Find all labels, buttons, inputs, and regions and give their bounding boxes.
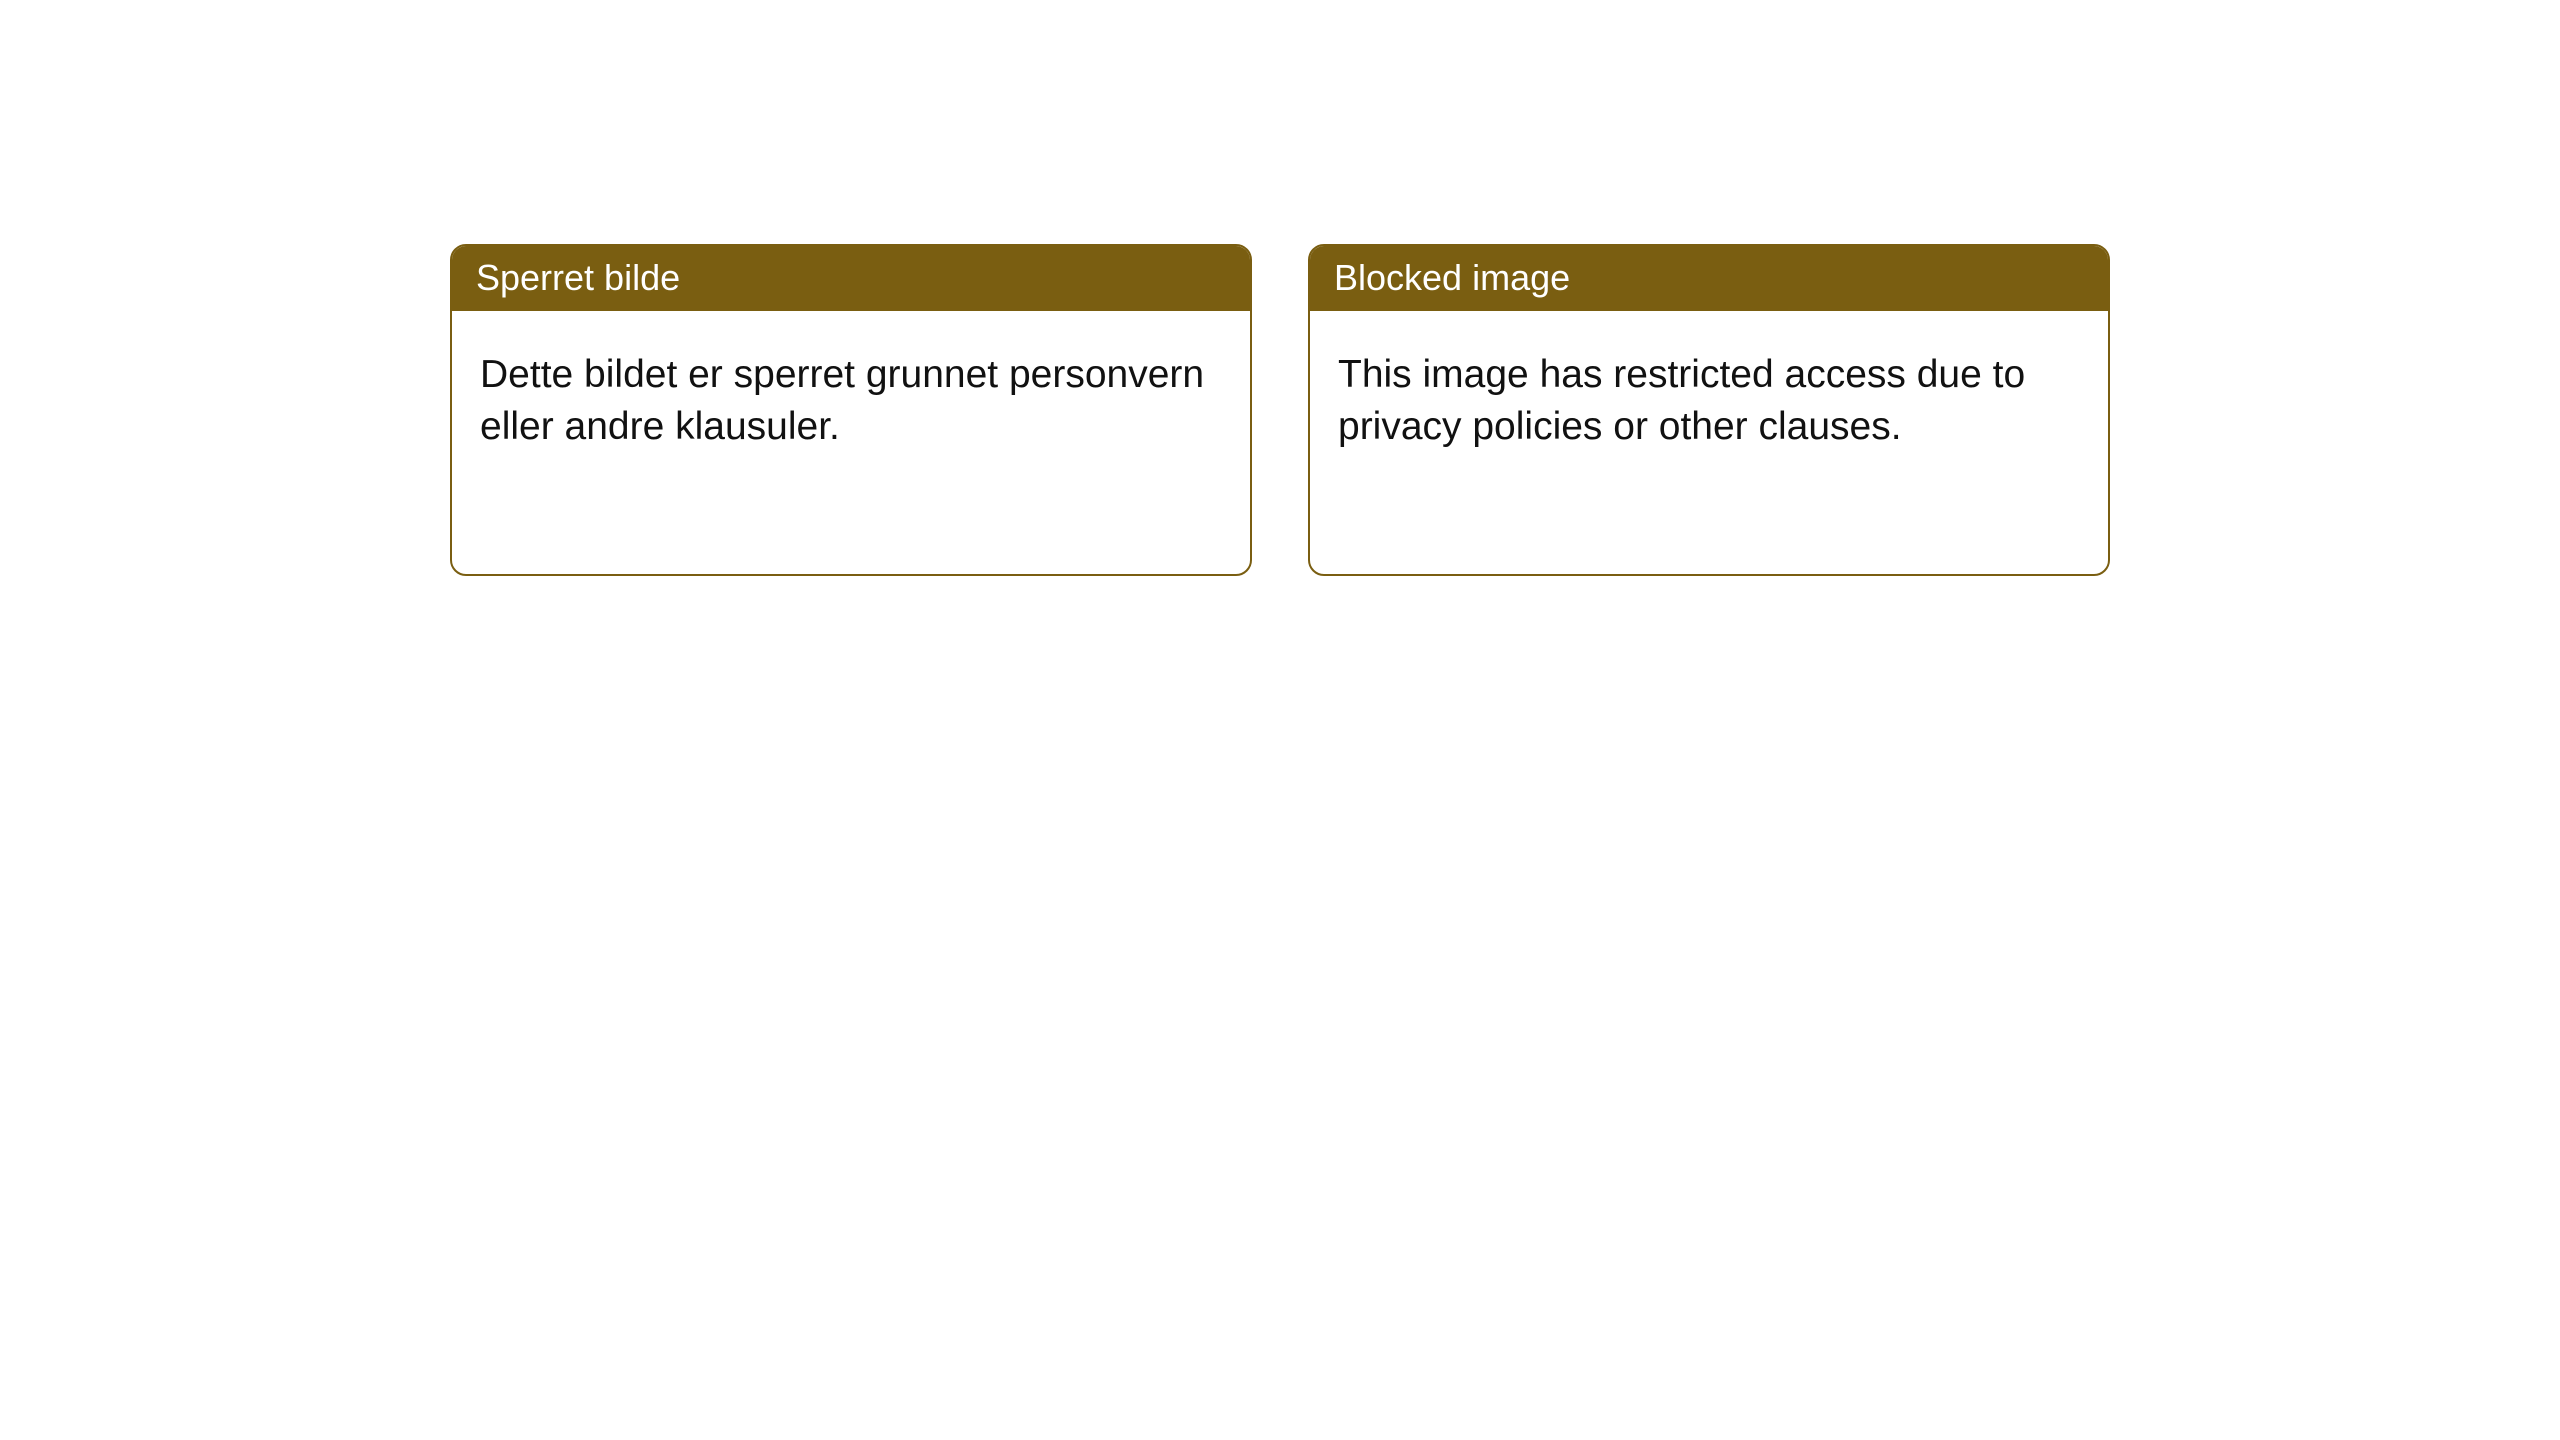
notice-card-no: Sperret bilde Dette bildet er sperret gr… [450, 244, 1252, 576]
notice-body-no: Dette bildet er sperret grunnet personve… [452, 311, 1250, 574]
notice-title-no: Sperret bilde [452, 246, 1250, 311]
notice-title-en: Blocked image [1310, 246, 2108, 311]
notice-container: Sperret bilde Dette bildet er sperret gr… [450, 244, 2110, 576]
notice-body-en: This image has restricted access due to … [1310, 311, 2108, 574]
notice-card-en: Blocked image This image has restricted … [1308, 244, 2110, 576]
